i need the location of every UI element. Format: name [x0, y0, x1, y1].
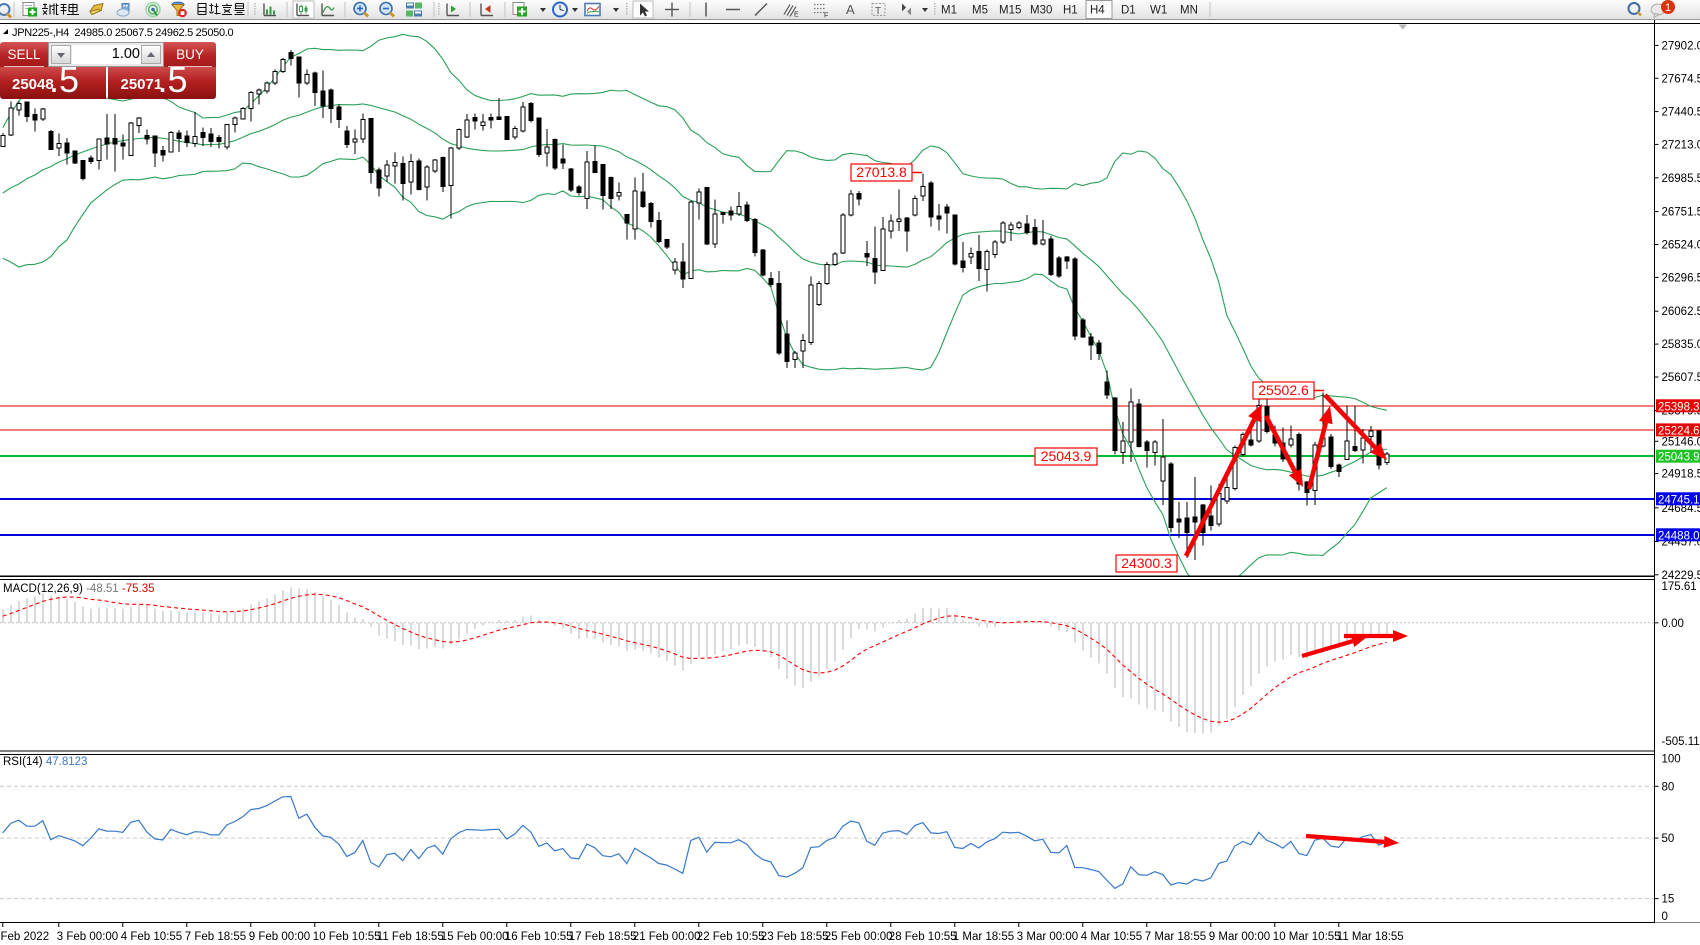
svg-text:10 Mar 10:55: 10 Mar 10:55 — [1273, 931, 1341, 943]
svg-text:7 Mar 18:55: 7 Mar 18:55 — [1145, 931, 1206, 943]
svg-text:15: 15 — [1662, 894, 1675, 906]
svg-text:H4: H4 — [1090, 5, 1105, 17]
svg-text:80: 80 — [1662, 781, 1675, 793]
svg-text:26062.5: 26062.5 — [1662, 306, 1700, 318]
svg-text:24745.1: 24745.1 — [1658, 494, 1700, 506]
svg-text:27440.5: 27440.5 — [1662, 107, 1700, 119]
svg-text:25502.6: 25502.6 — [1258, 382, 1309, 398]
svg-text:27902.0: 27902.0 — [1662, 40, 1700, 52]
svg-text:24684.5: 24684.5 — [1662, 503, 1700, 515]
svg-text:MN: MN — [1180, 5, 1198, 17]
svg-text:RSI(14) 47.8123: RSI(14) 47.8123 — [3, 756, 87, 768]
svg-text:25 Feb 00:00: 25 Feb 00:00 — [825, 931, 893, 943]
svg-text:11 Mar 18:55: 11 Mar 18:55 — [1337, 931, 1404, 943]
svg-text:JPN225-,H4 24985.0 25067.5 24: JPN225-,H4 24985.0 25067.5 24962.5 25050… — [12, 27, 234, 39]
svg-text:27674.5: 27674.5 — [1662, 73, 1700, 85]
svg-text:W1: W1 — [1150, 5, 1167, 17]
svg-text:M30: M30 — [1030, 5, 1052, 17]
svg-text:25398.3: 25398.3 — [1658, 401, 1700, 413]
svg-text:24488.0: 24488.0 — [1658, 530, 1700, 542]
svg-text:27013.8: 27013.8 — [856, 164, 907, 180]
svg-text:17 Feb 18:55: 17 Feb 18:55 — [569, 931, 637, 943]
svg-text:50: 50 — [1662, 833, 1675, 845]
svg-text:11 Feb 18:55: 11 Feb 18:55 — [377, 931, 444, 943]
svg-text:T: T — [875, 6, 881, 17]
svg-text:0: 0 — [1662, 911, 1668, 923]
svg-text:26751.5: 26751.5 — [1662, 207, 1700, 219]
svg-text:16 Feb 10:55: 16 Feb 10:55 — [505, 931, 573, 943]
svg-text:MACD(12,26,9) -48.51 -75.35: MACD(12,26,9) -48.51 -75.35 — [3, 583, 155, 595]
svg-text:25043.9: 25043.9 — [1041, 448, 1092, 464]
svg-text:23 Feb 18:55: 23 Feb 18:55 — [761, 931, 829, 943]
svg-text:M15: M15 — [999, 5, 1021, 17]
svg-text:-505.11: -505.11 — [1662, 736, 1700, 748]
svg-text:26985.5: 26985.5 — [1662, 173, 1700, 185]
svg-text:4 Mar 10:55: 4 Mar 10:55 — [1081, 931, 1142, 943]
svg-text:25835.0: 25835.0 — [1662, 339, 1700, 351]
svg-text:175.61: 175.61 — [1662, 581, 1697, 593]
svg-text:26296.5: 26296.5 — [1662, 272, 1700, 284]
svg-text:21 Feb 00:00: 21 Feb 00:00 — [633, 931, 701, 943]
svg-text:F: F — [824, 13, 828, 20]
svg-text:4 Feb 10:55: 4 Feb 10:55 — [121, 931, 182, 943]
svg-text:7 Feb 18:55: 7 Feb 18:55 — [185, 931, 246, 943]
svg-text:0.00: 0.00 — [1662, 618, 1684, 630]
svg-text:25146.0: 25146.0 — [1662, 436, 1700, 448]
svg-text:24229.5: 24229.5 — [1662, 570, 1700, 582]
svg-text:E: E — [794, 12, 799, 19]
svg-text:25043.9: 25043.9 — [1658, 452, 1700, 464]
svg-text:10 Feb 10:55: 10 Feb 10:55 — [313, 931, 381, 943]
svg-text:M1: M1 — [941, 5, 957, 17]
svg-text:15 Feb 00:00: 15 Feb 00:00 — [441, 931, 509, 943]
svg-text:H1: H1 — [1063, 5, 1078, 17]
svg-text:1 Mar 18:55: 1 Mar 18:55 — [953, 931, 1014, 943]
svg-text:3 Mar 00:00: 3 Mar 00:00 — [1017, 931, 1078, 943]
svg-text:9 Mar 00:00: 9 Mar 00:00 — [1209, 931, 1270, 943]
svg-text:A: A — [846, 2, 855, 17]
svg-text:24300.3: 24300.3 — [1121, 555, 1172, 571]
svg-text:26524.0: 26524.0 — [1662, 240, 1700, 252]
svg-text:D1: D1 — [1121, 5, 1136, 17]
svg-text:27213.0: 27213.0 — [1662, 139, 1700, 151]
svg-text:28 Feb 10:55: 28 Feb 10:55 — [889, 931, 957, 943]
svg-text:25607.5: 25607.5 — [1662, 372, 1700, 384]
svg-text:9 Feb 00:00: 9 Feb 00:00 — [249, 931, 310, 943]
svg-text:M5: M5 — [972, 5, 988, 17]
svg-text:100: 100 — [1662, 754, 1681, 766]
svg-text:1: 1 — [1665, 2, 1671, 14]
svg-text:24918.5: 24918.5 — [1662, 469, 1700, 481]
svg-text:25224.6: 25224.6 — [1658, 425, 1700, 437]
svg-text:22 Feb 10:55: 22 Feb 10:55 — [697, 931, 765, 943]
svg-text:Feb 2022: Feb 2022 — [1, 931, 50, 943]
svg-text:3 Feb 00:00: 3 Feb 00:00 — [57, 931, 118, 943]
